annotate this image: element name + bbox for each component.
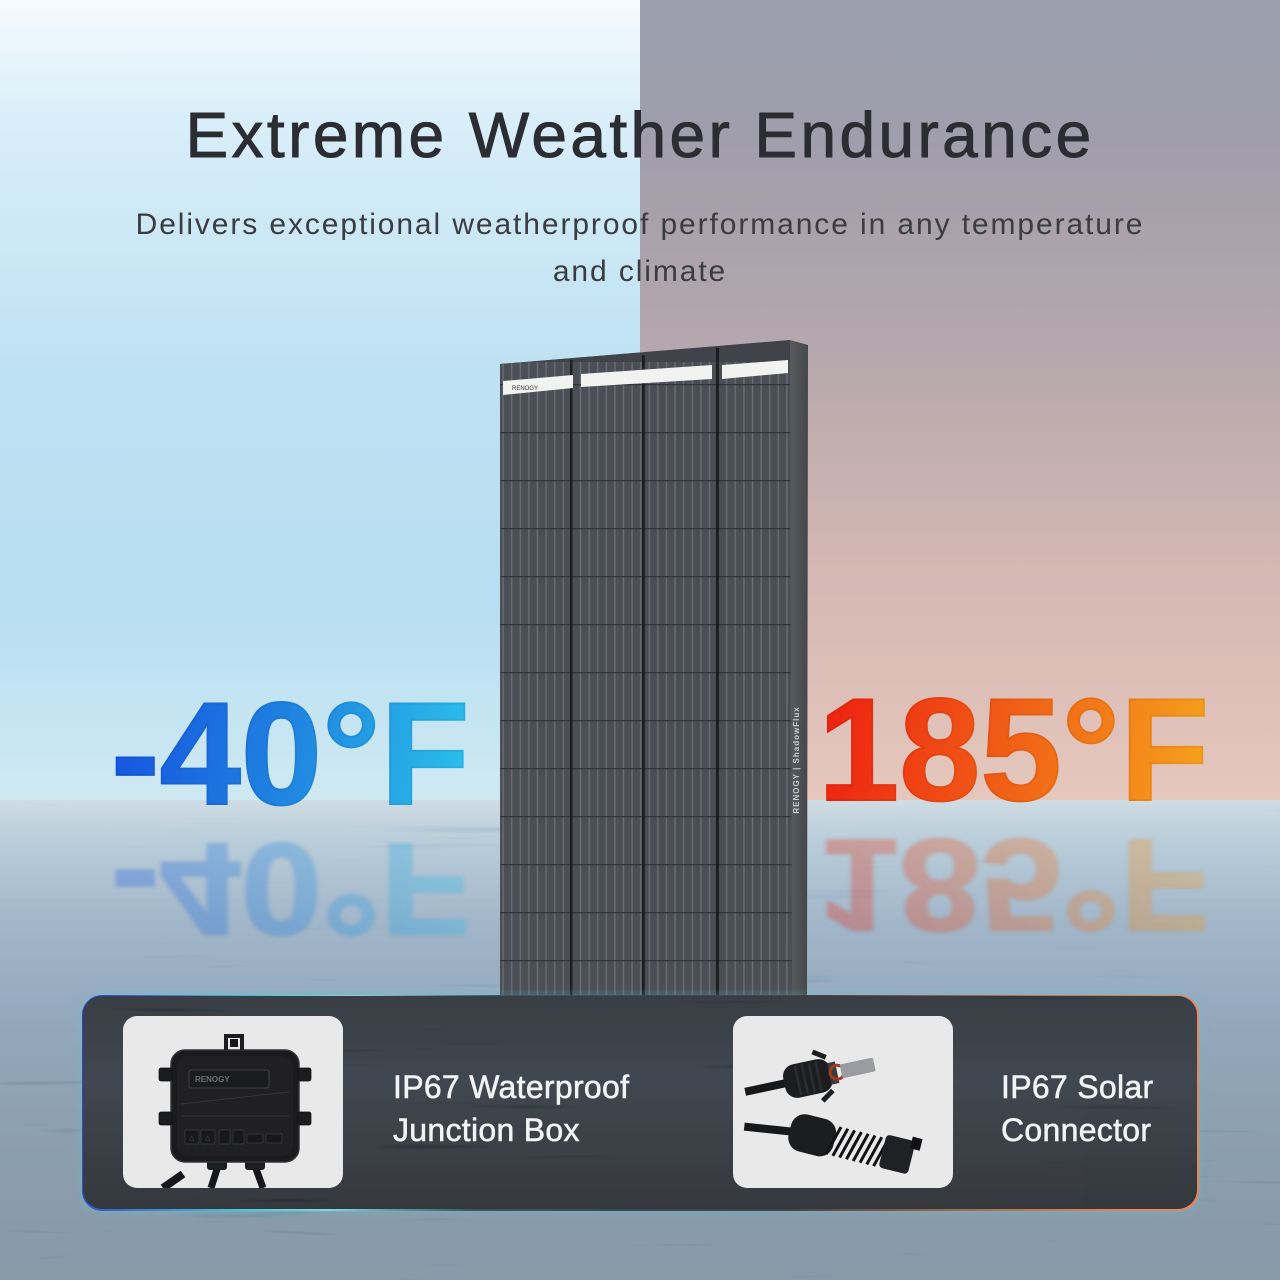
svg-text:RENOGY: RENOGY [512,386,538,392]
svg-text:RENOGY | ShadowFlux: RENOGY | ShadowFlux [792,706,801,813]
svg-text:△: △ [205,1135,211,1142]
svg-text:RENOGY: RENOGY [195,1075,230,1084]
svg-text:△: △ [189,1135,195,1142]
